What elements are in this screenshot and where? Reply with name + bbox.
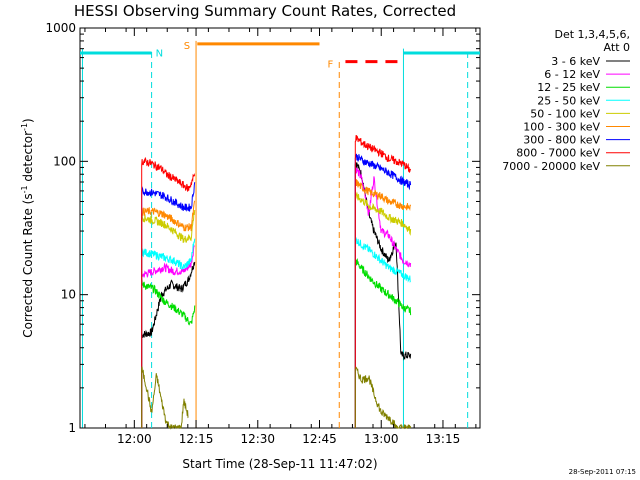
plot-frame: [79, 27, 481, 429]
legend-label: 6 - 12 keV: [544, 68, 600, 81]
series-line: [141, 366, 189, 430]
y-axis-label-sup1: -1: [20, 185, 29, 193]
legend-label: 50 - 100 keV: [530, 107, 600, 120]
series-layer: [141, 134, 412, 430]
series-line: [354, 134, 412, 428]
marker-label: F: [327, 60, 333, 71]
series-line: [354, 257, 412, 428]
series-line: [141, 261, 196, 428]
y-axis-ticks: 1 10 100 1000: [45, 21, 480, 435]
series-line: [354, 191, 412, 428]
y-axis-label: Corrected Count Rate (s-1 detector-1): [20, 118, 35, 337]
legend-label: 12 - 25 keV: [537, 81, 600, 94]
y-axis-label-end: ): [21, 118, 35, 123]
series-line: [354, 236, 411, 428]
series-line: [141, 243, 195, 428]
marker-label: N: [156, 49, 163, 60]
series-line: [354, 179, 412, 428]
series-line: [141, 278, 196, 428]
x-tick-label: 13:00: [364, 432, 399, 446]
x-tick-label: 13:15: [426, 432, 461, 446]
legend-label: 25 - 50 keV: [537, 94, 600, 107]
markers-layer: N S F: [80, 40, 480, 428]
series-line: [354, 153, 412, 428]
legend-label: 300 - 800 keV: [523, 134, 600, 147]
chart-title: HESSI Observing Summary Count Rates, Cor…: [74, 2, 456, 20]
series-line: [354, 366, 412, 430]
legend-header-line2: Att 0: [604, 41, 630, 54]
marker-label: S: [184, 41, 190, 52]
series-line: [141, 182, 196, 428]
series-line: [141, 238, 196, 428]
y-axis-label-mid: detector: [21, 131, 35, 186]
x-tick-label: 12:00: [117, 432, 152, 446]
legend-label: 3 - 6 keV: [551, 55, 600, 68]
x-tick-label: 12:45: [302, 432, 337, 446]
legend-label: 7000 - 20000 keV: [502, 160, 600, 173]
y-tick-label: 100: [53, 154, 76, 168]
legend-label: 100 - 300 keV: [523, 121, 600, 134]
y-tick-label: 1: [68, 421, 76, 435]
legend-header-line1: Det 1,3,4,5,6,: [554, 28, 630, 41]
series-line: [141, 209, 196, 428]
x-tick-label: 12:15: [179, 432, 214, 446]
series-line: [141, 200, 196, 428]
y-axis-label-sup2: -1: [20, 123, 29, 131]
timestamp-stamp: 28-Sep-2011 07:15: [569, 468, 636, 476]
x-axis-label: Start Time (28-Sep-11 11:47:02): [182, 457, 377, 471]
x-tick-label: 12:30: [240, 432, 275, 446]
y-tick-label: 10: [61, 288, 76, 302]
legend-label: 800 - 7000 keV: [516, 147, 600, 160]
series-line: [141, 156, 196, 428]
y-tick-label: 1000: [45, 21, 76, 35]
y-axis-label-main: Corrected Count Rate (s: [21, 193, 35, 337]
x-axis-ticks: 12:00 12:15 12:30 12:45 13:00 13:15: [84, 28, 477, 446]
